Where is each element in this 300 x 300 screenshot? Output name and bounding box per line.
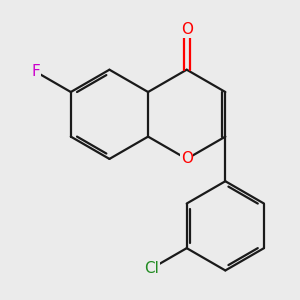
Text: O: O xyxy=(181,152,193,166)
Text: O: O xyxy=(181,22,193,37)
Text: F: F xyxy=(32,64,40,80)
Text: Cl: Cl xyxy=(145,261,159,276)
